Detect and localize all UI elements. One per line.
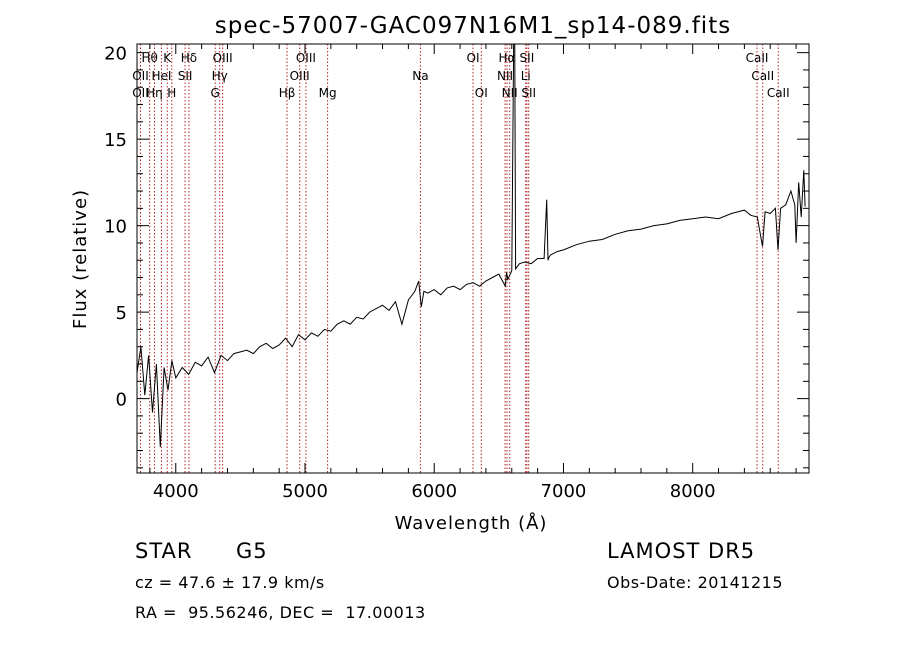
x-tick-label: 6000 xyxy=(411,481,457,502)
line-label: OIII xyxy=(296,51,316,65)
line-label: Hη xyxy=(146,86,163,100)
x-tick-label: 5000 xyxy=(282,481,328,502)
plot-frame xyxy=(136,43,810,474)
line-label: Na xyxy=(412,69,428,83)
object-class: STAR xyxy=(135,539,193,563)
line-label: HeI xyxy=(151,69,171,83)
line-label: SII xyxy=(520,51,535,65)
line-label: OIII xyxy=(213,51,233,65)
data-layer xyxy=(137,44,806,448)
line-label: Hδ xyxy=(181,51,197,65)
line-label: G xyxy=(211,86,220,100)
line-label: CaII xyxy=(767,86,790,100)
line-label: SII xyxy=(521,86,536,100)
line-label: H xyxy=(167,86,176,100)
line-label: OIII xyxy=(290,69,310,83)
survey-name: LAMOST DR5 xyxy=(607,539,756,563)
line-label: CaII xyxy=(746,51,769,65)
coordinates: RA = 95.56246, DEC = 17.00013 xyxy=(135,603,426,622)
x-tick-label: 8000 xyxy=(670,481,716,502)
line-label: OII xyxy=(132,69,149,83)
line-label: OI xyxy=(467,51,480,65)
observation-date: Obs-Date: 20141215 xyxy=(607,573,784,592)
line-label: Li xyxy=(521,69,531,83)
x-axis-label: Wavelength (Å) xyxy=(395,512,548,534)
chart-title: spec-57007-GAC097N16M1_sp14-089.fits xyxy=(215,13,731,39)
x-tick-label: 7000 xyxy=(541,481,587,502)
y-axis-label: Flux (relative) xyxy=(70,189,91,329)
line-label: Mg xyxy=(319,86,337,100)
redshift-velocity: cz = 47.6 ± 17.9 km/s xyxy=(135,573,325,592)
line-label: K xyxy=(163,51,172,65)
line-label: Hγ xyxy=(212,69,228,83)
line-label: Hθ xyxy=(141,51,157,65)
line-label: NII xyxy=(497,69,513,83)
line-label: SII xyxy=(178,69,193,83)
line-marker-layer xyxy=(139,44,779,473)
y-tick-label: 5 xyxy=(116,303,127,324)
line-label: Hα xyxy=(499,51,516,65)
y-tick-label: 10 xyxy=(104,217,127,238)
x-tick-label: 4000 xyxy=(153,481,199,502)
y-tick-label: 15 xyxy=(104,130,127,151)
y-tick-label: 20 xyxy=(104,44,127,65)
line-label: CaII xyxy=(751,69,774,83)
line-label: Hβ xyxy=(279,86,296,100)
spectrum-line xyxy=(137,44,806,448)
y-tick-label: 0 xyxy=(116,390,127,411)
line-label: OI xyxy=(475,86,488,100)
axis-layer: 4000 5000 6000 7000 8000 0 5 10 15 20 xyxy=(104,44,809,502)
line-label: OII xyxy=(132,86,149,100)
object-subclass: G5 xyxy=(236,539,268,563)
